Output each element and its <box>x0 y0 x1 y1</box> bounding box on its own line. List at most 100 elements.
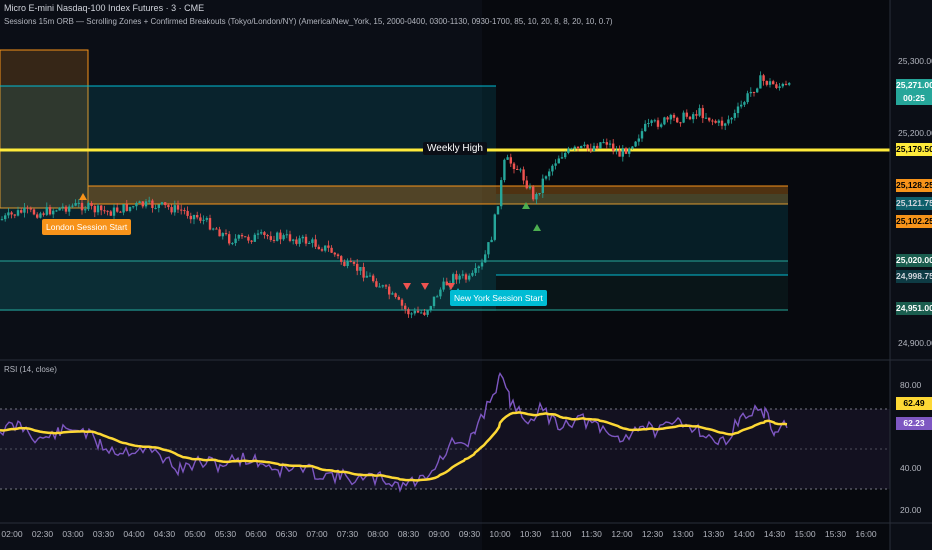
candle-body <box>532 186 535 200</box>
candle-body <box>647 122 650 124</box>
candle-body <box>400 299 404 306</box>
rsi-ma-badge: 62.49 <box>896 397 932 410</box>
candle-body <box>717 120 720 123</box>
rsi-line <box>0 371 788 493</box>
candle-body <box>624 148 628 154</box>
candle-body <box>653 120 656 122</box>
candle-body <box>160 202 164 205</box>
candle-body <box>784 83 788 85</box>
candle-body <box>208 218 212 230</box>
candle-body <box>692 114 695 120</box>
candle-body <box>7 212 10 216</box>
candle-body <box>650 120 653 123</box>
time-tick: 11:00 <box>550 529 572 539</box>
candle-body <box>583 144 586 146</box>
candle-body <box>340 256 343 262</box>
price-tick: 25,300.00 <box>898 56 932 66</box>
price-tick: 25,200.00 <box>898 128 932 138</box>
indicator-title[interactable]: Sessions 15m ORB — Scrolling Zones + Con… <box>4 17 613 26</box>
time-tick: 06:30 <box>275 529 298 539</box>
time-tick: 04:00 <box>123 529 145 539</box>
candle-body <box>672 114 676 118</box>
candle-body <box>141 201 144 207</box>
candle-body <box>637 138 640 142</box>
candle-body <box>605 142 608 145</box>
candle-body <box>496 206 500 215</box>
candle-body <box>464 274 468 280</box>
candle-body <box>96 205 100 213</box>
candle-body <box>733 113 736 118</box>
time-tick: 07:30 <box>336 529 359 539</box>
down-marker <box>421 283 429 290</box>
candle-body <box>244 236 247 238</box>
candle-body <box>439 289 442 297</box>
candle-body <box>199 217 202 221</box>
candle-body <box>224 233 228 235</box>
candle-body <box>349 260 352 262</box>
green-zone-low <box>0 261 788 310</box>
time-tick: 03:30 <box>92 529 115 539</box>
time-tick: 06:00 <box>245 529 267 539</box>
orange-zone-top-border <box>0 49 89 209</box>
candle-body <box>711 120 714 122</box>
candle-body <box>317 246 320 250</box>
candle-body <box>231 243 234 245</box>
candle-body <box>676 117 679 123</box>
candle-body <box>535 193 538 200</box>
candle-body <box>343 261 346 267</box>
candle-body <box>119 211 122 213</box>
candle-body <box>621 148 624 157</box>
candle-body <box>336 254 340 257</box>
candle-body <box>263 232 266 236</box>
candle-body <box>548 171 551 177</box>
candle-body <box>608 143 612 145</box>
candle-body <box>109 211 112 216</box>
candle-body <box>372 275 375 282</box>
candle-body <box>567 148 570 153</box>
rsi-title[interactable]: RSI (14, close) <box>4 365 57 374</box>
candle-body <box>528 186 532 189</box>
candle-body <box>375 281 378 287</box>
candle-body <box>112 207 116 216</box>
candle-body <box>138 201 141 204</box>
candle-body <box>714 120 717 123</box>
candle-body <box>346 260 349 267</box>
candle-body <box>272 239 276 241</box>
candle-body <box>170 207 173 213</box>
candle-body <box>90 203 93 207</box>
time-tick: 12:30 <box>641 529 664 539</box>
candle-body <box>720 120 724 126</box>
candle-body <box>570 148 573 150</box>
candle-body <box>480 262 484 267</box>
candle-body <box>183 210 186 212</box>
candle-body <box>32 209 36 215</box>
time-tick: 02:00 <box>1 529 23 539</box>
candle-body <box>413 310 416 314</box>
candle-body <box>128 206 132 211</box>
orange-zone-top <box>0 50 88 208</box>
candle-body <box>324 245 327 251</box>
candle-body <box>218 229 221 237</box>
candle-body <box>253 234 256 242</box>
candle-body <box>311 239 314 243</box>
candle-body <box>749 91 752 94</box>
time-tick: 11:30 <box>581 529 602 539</box>
candle-body <box>554 163 557 166</box>
candle-body <box>746 93 749 103</box>
time-tick: 04:30 <box>153 529 176 539</box>
candle-body <box>394 293 397 297</box>
time-tick: 16:00 <box>855 529 877 539</box>
candle-body <box>106 210 109 212</box>
candle-body <box>48 207 52 215</box>
symbol-title[interactable]: Micro E-mini Nasdaq-100 Index Futures · … <box>4 3 205 13</box>
candle-body <box>589 148 592 151</box>
candle-body <box>132 206 135 208</box>
time-tick: 03:00 <box>62 529 84 539</box>
countdown-badge: 00:25 <box>896 92 932 105</box>
candle-body <box>455 274 458 280</box>
candle-body <box>64 206 68 212</box>
candle-body <box>708 117 711 121</box>
candle-body <box>740 104 743 107</box>
candle-body <box>724 123 727 126</box>
